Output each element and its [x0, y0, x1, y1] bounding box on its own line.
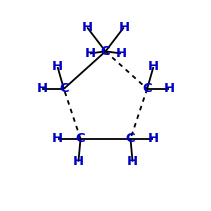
Text: H: H: [148, 61, 159, 73]
Text: H: H: [148, 132, 159, 145]
Text: C: C: [59, 82, 69, 95]
Text: H: H: [118, 21, 129, 34]
Text: H: H: [127, 155, 138, 168]
Text: H: H: [116, 47, 127, 60]
Text: C: C: [126, 132, 135, 145]
Text: H: H: [84, 47, 95, 60]
Text: C: C: [142, 82, 152, 95]
Text: H: H: [52, 132, 63, 145]
Text: C: C: [76, 132, 85, 145]
Text: H: H: [37, 82, 47, 95]
Text: H: H: [164, 82, 174, 95]
Text: H: H: [52, 61, 63, 73]
Text: H: H: [82, 21, 93, 34]
Text: C: C: [101, 45, 110, 58]
Text: H: H: [73, 155, 84, 168]
